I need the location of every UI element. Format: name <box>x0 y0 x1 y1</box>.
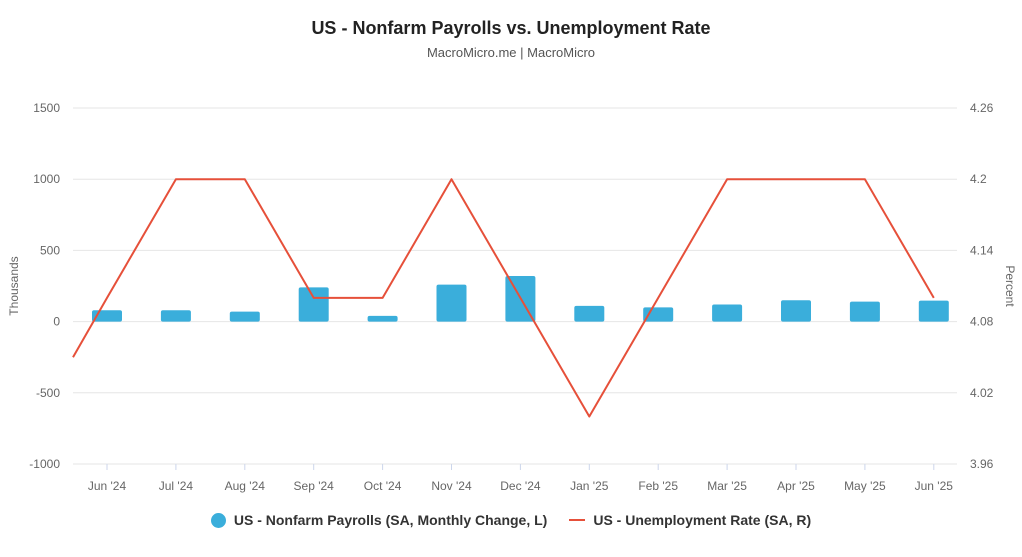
x-tick-label: Oct '24 <box>364 479 402 493</box>
unemployment-line-layer <box>72 178 935 418</box>
payrolls-bar <box>918 300 949 322</box>
y-left-tick-label: 1000 <box>33 172 60 186</box>
payrolls-bar <box>781 300 811 322</box>
x-tick-label: May '25 <box>844 479 886 493</box>
x-tick-label: Jan '25 <box>570 479 609 493</box>
chart-plot: 1500 1000 500 0 -500 -1000 4.26 4.2 4.14 4.08 4.0… <box>7 101 1017 493</box>
x-tick-label: Dec '24 <box>500 479 541 493</box>
payrolls-bar <box>229 311 260 322</box>
x-tick-label: Sep '24 <box>294 479 335 493</box>
left-axis-ticks: 1500 1000 500 0 -500 -1000 <box>29 101 60 471</box>
x-tick-label: Nov '24 <box>431 479 472 493</box>
y-right-tick-label: 4.2 <box>970 172 987 186</box>
x-tick-label: Feb '25 <box>638 479 678 493</box>
x-tick-label: Jun '24 <box>88 479 127 493</box>
payrolls-bar <box>92 310 122 322</box>
payrolls-bar <box>849 301 880 322</box>
y-right-tick-label: 4.14 <box>970 243 994 257</box>
legend-bar-marker-icon <box>210 512 226 528</box>
x-tick-label: Apr '25 <box>777 479 815 493</box>
y-left-tick-label: -1000 <box>29 457 60 471</box>
y-right-tick-label: 3.96 <box>970 457 994 471</box>
payrolls-bar <box>160 310 191 322</box>
x-tick-label: Mar '25 <box>707 479 747 493</box>
payrolls-bar <box>367 315 398 322</box>
legend-item-unemployment[interactable]: US - Unemployment Rate (SA, R) <box>569 512 811 528</box>
y-left-tick-label: -500 <box>36 386 60 400</box>
payrolls-bar <box>298 287 329 322</box>
chart-legend: US - Nonfarm Payrolls (SA, Monthly Chang… <box>0 512 1022 528</box>
legend-item-payrolls[interactable]: US - Nonfarm Payrolls (SA, Monthly Chang… <box>210 512 548 528</box>
x-axis-ticks: Jun '24 Jul '24 Aug '24 Sep '24 Oct '24 Nov '… <box>88 464 953 493</box>
payrolls-bar <box>436 284 467 322</box>
x-tick-label: Jul '24 <box>159 479 194 493</box>
unemployment-line <box>72 178 935 418</box>
y-left-tick-label: 500 <box>40 243 60 257</box>
right-axis-ticks: 4.26 4.2 4.14 4.08 4.02 3.96 <box>970 101 994 471</box>
x-tick-label: Aug '24 <box>225 479 266 493</box>
y-right-tick-label: 4.02 <box>970 386 994 400</box>
y-axis-left-title: Thousands <box>7 256 21 315</box>
y-axis-right-title: Percent <box>1003 265 1017 307</box>
y-right-tick-label: 4.08 <box>970 315 994 329</box>
payrolls-bar <box>712 304 743 322</box>
y-left-tick-label: 0 <box>53 315 60 329</box>
payrolls-bar <box>574 305 605 322</box>
chart-subtitle: MacroMicro.me | MacroMicro <box>426 45 596 60</box>
y-right-tick-label: 4.26 <box>970 101 994 115</box>
chart-title: US - Nonfarm Payrolls vs. Unemployment R… <box>311 18 711 38</box>
x-tick-label: Jun '25 <box>915 479 954 493</box>
legend-label-unemployment: US - Unemployment Rate (SA, R) <box>593 512 812 528</box>
legend-line-marker-icon <box>569 519 586 521</box>
y-left-tick-label: 1500 <box>33 101 60 115</box>
legend-label-payrolls: US - Nonfarm Payrolls (SA, Monthly Chang… <box>233 512 548 528</box>
